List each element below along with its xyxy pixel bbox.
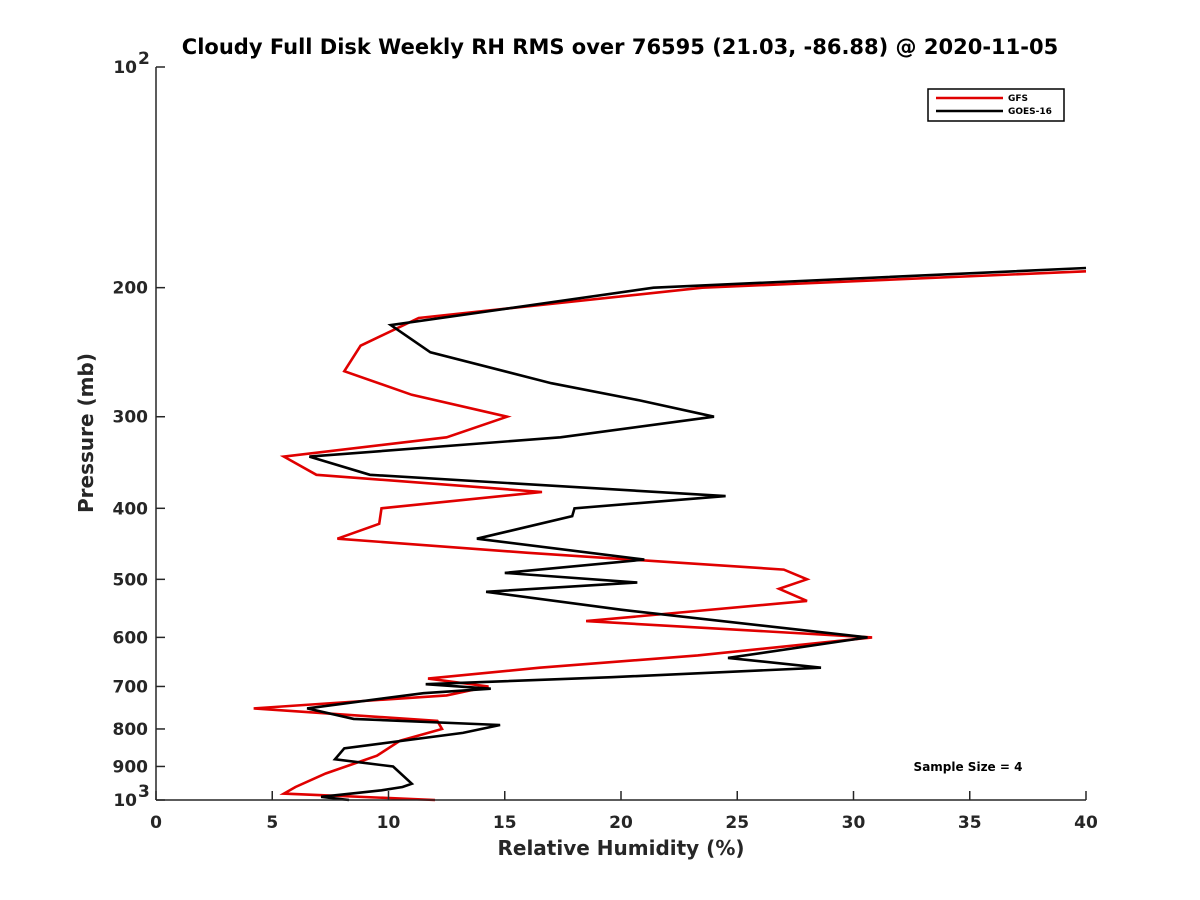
x-tick-label: 20 xyxy=(609,813,633,833)
y-tick-label: 500 xyxy=(113,570,149,590)
y-tick-label: 300 xyxy=(113,408,149,428)
x-tick-label: 10 xyxy=(377,813,401,833)
x-tick-label: 15 xyxy=(493,813,517,833)
y-tick-label: 700 xyxy=(113,677,149,697)
x-tick-label: 25 xyxy=(725,813,749,833)
series-line-gfs xyxy=(253,270,1087,802)
chart-title: Cloudy Full Disk Weekly RH RMS over 7659… xyxy=(182,35,1058,59)
x-tick-label: 30 xyxy=(842,813,866,833)
y-axis-label: Pressure (mb) xyxy=(74,353,98,513)
y-tick-label: 900 xyxy=(113,757,149,777)
y-tick-label: 200 xyxy=(113,279,149,299)
y-tick-label: 10 xyxy=(113,58,137,78)
legend-label-gfs: GFS xyxy=(1008,94,1028,104)
legend-label-goes16: GOES-16 xyxy=(1008,107,1052,117)
y-tick-label: 600 xyxy=(113,628,149,648)
x-tick-label: 5 xyxy=(266,813,278,833)
y-tick-label: 400 xyxy=(113,499,149,519)
legend: GFS GOES-16 xyxy=(927,88,1065,122)
x-tick-label: 0 xyxy=(150,813,162,833)
y-tick-label: 800 xyxy=(113,720,149,740)
y-tick-exponent: 3 xyxy=(138,782,150,802)
x-axis-label: Relative Humidity (%) xyxy=(497,836,744,860)
sample-size-annotation: Sample Size = 4 xyxy=(914,760,1023,774)
y-tick-label: 10 xyxy=(113,791,137,811)
series-line-goes16 xyxy=(306,266,1087,802)
x-tick-label: 40 xyxy=(1074,813,1098,833)
x-tick-label: 35 xyxy=(958,813,982,833)
y-tick-exponent: 2 xyxy=(138,49,150,69)
legend-box xyxy=(927,88,1065,122)
